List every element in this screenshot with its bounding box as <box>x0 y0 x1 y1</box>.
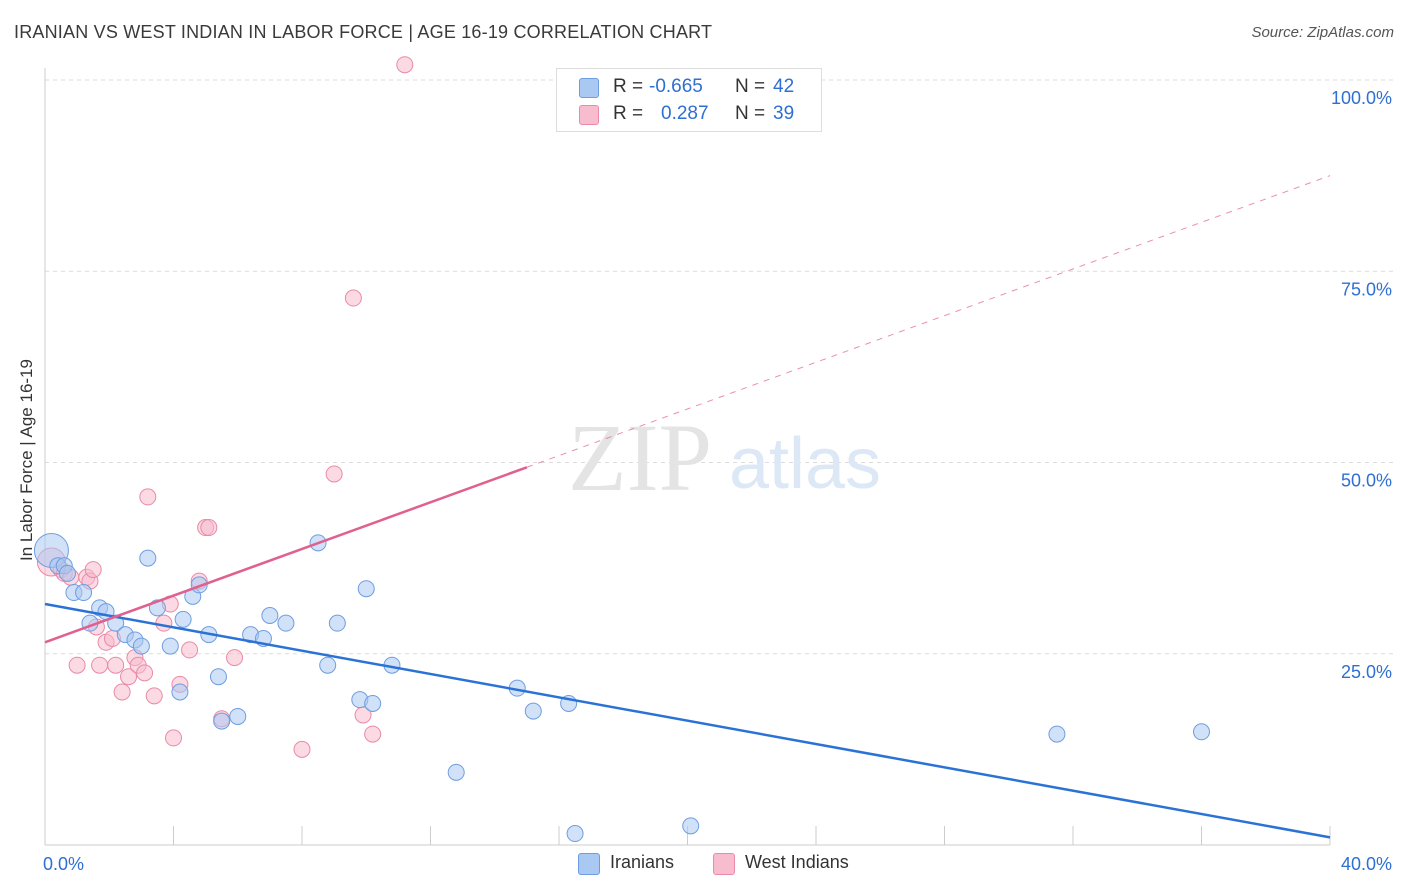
iranians-point <box>229 707 247 725</box>
iranians-point <box>447 763 465 781</box>
west-indians-point <box>120 668 138 686</box>
r-label: R = <box>613 103 644 124</box>
west-indians-point <box>396 56 414 74</box>
iranians-point <box>524 702 542 720</box>
west-indians-point <box>84 561 102 579</box>
iranians-point <box>132 637 150 655</box>
west-indians-point <box>136 664 154 682</box>
y-tick-label: 100.0% <box>1331 88 1392 108</box>
west-indians-point <box>145 687 163 705</box>
iranians-point <box>364 694 382 712</box>
iranians-point <box>58 564 76 582</box>
n-label: N = <box>735 103 766 124</box>
n-value: 39 <box>773 103 795 124</box>
west-indians-legend-swatch <box>713 853 735 875</box>
source-label: Source: ZipAtlas.com <box>1251 24 1394 41</box>
y-tick-label: 25.0% <box>1341 662 1392 682</box>
west-indians-point <box>68 656 86 674</box>
west-indians-point <box>226 649 244 667</box>
iranians-legend-swatch <box>578 853 600 875</box>
iranians-swatch <box>579 78 599 98</box>
iranians-point <box>161 637 179 655</box>
west-indians-point <box>200 519 218 537</box>
west-indians-trend-extension <box>526 175 1331 468</box>
west-indians-point <box>364 725 382 743</box>
n-label: N = <box>735 76 766 97</box>
iranians-point <box>319 656 337 674</box>
iranians-point <box>75 584 93 602</box>
iranians-point <box>209 668 227 686</box>
correlation-legend: R = -0.665 N = 42 R = 0.287 N = 39 <box>556 68 822 132</box>
iranians-point <box>261 607 279 624</box>
iranians-point <box>566 825 584 843</box>
west-indians-point <box>165 729 182 747</box>
west-indians-point <box>325 465 343 483</box>
west-indians-legend-label: West Indians <box>745 852 849 872</box>
chart-title: IRANIAN VS WEST INDIAN IN LABOR FORCE | … <box>14 22 713 42</box>
west-indians-point <box>113 683 131 701</box>
watermark-zip: ZIP <box>568 404 712 511</box>
watermark-atlas: atlas <box>729 424 881 504</box>
n-value: 42 <box>773 76 795 97</box>
west-indians-point <box>139 488 157 506</box>
r-value: -0.665 <box>649 76 703 97</box>
y-tick-label: 75.0% <box>1341 279 1392 299</box>
r-value: 0.287 <box>661 103 709 124</box>
iranians-point <box>357 580 375 598</box>
west-indians-point <box>344 289 362 307</box>
r-label: R = <box>613 76 644 97</box>
west-indians-point <box>181 641 199 659</box>
iranians-point <box>213 712 231 730</box>
iranians-point <box>328 614 346 632</box>
west-indians-swatch <box>579 105 599 125</box>
iranians-point <box>174 610 192 628</box>
west-indians-point <box>107 656 125 674</box>
iranians-trend-line <box>44 602 1331 839</box>
iranians-point <box>1193 723 1210 741</box>
iranians-point <box>1048 725 1066 743</box>
iranians-legend-label: Iranians <box>610 852 675 872</box>
y-tick-label: 50.0% <box>1341 471 1392 491</box>
x-tick-label: 40.0% <box>1341 854 1392 874</box>
iranians-point <box>277 614 295 632</box>
west-indians-point <box>155 614 173 632</box>
iranians-point <box>139 549 157 567</box>
west-indians-trend-line <box>44 466 528 644</box>
iranians-point <box>171 683 189 701</box>
x-tick-label: 0.0% <box>43 854 84 874</box>
west-indians-point <box>91 656 109 674</box>
iranians-point <box>682 817 700 835</box>
west-indians-point <box>293 740 311 758</box>
